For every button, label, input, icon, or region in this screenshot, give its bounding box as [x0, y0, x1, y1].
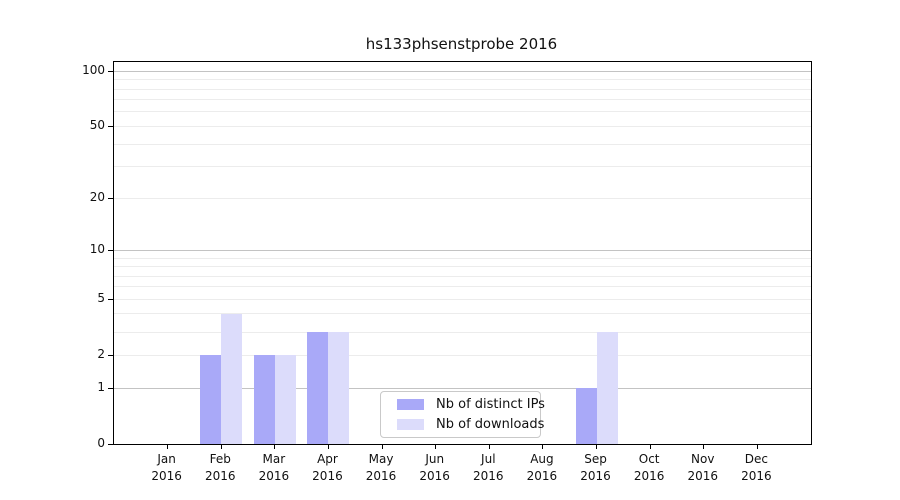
bar-downloads-apr	[328, 332, 350, 444]
bar-distinct-ips-apr	[307, 332, 329, 444]
bar-distinct-ips-feb	[200, 355, 222, 444]
x-tick-label: Jul 2016	[473, 452, 504, 483]
y-tick-mark	[108, 354, 113, 356]
legend-swatch-distinct-ips	[397, 399, 424, 410]
minor-gridline	[114, 331, 811, 333]
y-tick-label: 1	[97, 380, 105, 394]
y-tick-mark	[108, 298, 113, 300]
x-tick-label: Apr 2016	[312, 452, 343, 483]
y-tick-mark	[108, 125, 113, 127]
x-tick-label: Feb 2016	[204, 452, 236, 483]
x-tick-mark	[381, 444, 383, 449]
x-tick-mark	[327, 444, 329, 449]
plot-area: Nb of distinct IPs Nb of downloads	[108, 61, 812, 449]
minor-gridline	[114, 266, 811, 267]
bar-distinct-ips-sep	[575, 388, 597, 444]
legend-label-distinct-ips: Nb of distinct IPs	[436, 397, 545, 412]
x-tick-label: Nov 2016	[687, 452, 719, 483]
minor-gridline	[114, 197, 811, 199]
legend-swatch-downloads	[397, 419, 424, 430]
x-tick-label: Sep 2016	[580, 452, 611, 483]
x-tick-mark	[488, 444, 490, 449]
x-tick-label: Mar 2016	[258, 452, 290, 483]
minor-gridline	[114, 275, 811, 277]
minor-gridline	[114, 286, 811, 288]
x-tick-mark	[274, 444, 276, 449]
x-tick-label: Jun 2016	[419, 452, 450, 483]
chart-title: hs133phsenstprobe 2016	[365, 35, 558, 53]
legend-item-downloads: Nb of downloads	[397, 417, 544, 432]
x-tick-mark	[596, 444, 598, 449]
x-tick-mark	[542, 444, 544, 449]
x-tick-mark	[756, 444, 758, 449]
minor-gridline	[114, 125, 811, 127]
minor-gridline	[114, 313, 811, 315]
minor-gridline	[114, 88, 811, 90]
minor-gridline	[114, 257, 811, 259]
y-tick-mark	[108, 197, 113, 199]
minor-gridline	[114, 99, 811, 101]
bar-downloads-feb	[221, 313, 243, 444]
minor-gridline	[114, 166, 811, 168]
x-tick-label: May 2016	[365, 452, 397, 483]
y-tick-label: 5	[97, 291, 105, 306]
minor-gridline	[114, 79, 811, 81]
x-tick-label: Oct 2016	[633, 452, 665, 483]
y-tick-label: 10	[89, 242, 105, 257]
minor-gridline	[114, 111, 811, 113]
x-tick-mark	[703, 444, 705, 449]
y-tick-label: 50	[89, 118, 105, 133]
y-tick-label: 100	[82, 63, 105, 78]
y-tick-label: 20	[89, 190, 105, 205]
y-tick-mark	[108, 249, 113, 251]
legend: Nb of distinct IPs Nb of downloads	[380, 391, 545, 438]
minor-gridline	[114, 143, 811, 145]
y-tick-mark	[108, 387, 113, 389]
x-tick-mark	[167, 444, 169, 449]
y-tick-label: 2	[97, 347, 105, 362]
x-tick-label: Dec 2016	[741, 452, 772, 483]
x-tick-label: Aug 2016	[526, 452, 558, 483]
major-gridline	[114, 70, 811, 72]
bar-downloads-mar	[274, 355, 296, 444]
x-tick-mark	[435, 444, 437, 449]
x-tick-label: Jan 2016	[151, 452, 182, 483]
minor-gridline	[114, 354, 811, 356]
y-tick-mark	[108, 443, 113, 445]
legend-label-downloads: Nb of downloads	[436, 417, 545, 432]
x-tick-mark	[649, 444, 651, 449]
bar-downloads-sep	[596, 332, 618, 444]
y-tick-label: 0	[97, 436, 105, 450]
minor-gridline	[114, 298, 811, 300]
x-tick-mark	[220, 444, 222, 449]
major-gridline	[114, 387, 811, 389]
bar-distinct-ips-mar	[253, 355, 275, 444]
y-tick-mark	[108, 70, 113, 72]
legend-item-distinct-ips: Nb of distinct IPs	[397, 397, 545, 412]
major-gridline	[114, 249, 811, 251]
